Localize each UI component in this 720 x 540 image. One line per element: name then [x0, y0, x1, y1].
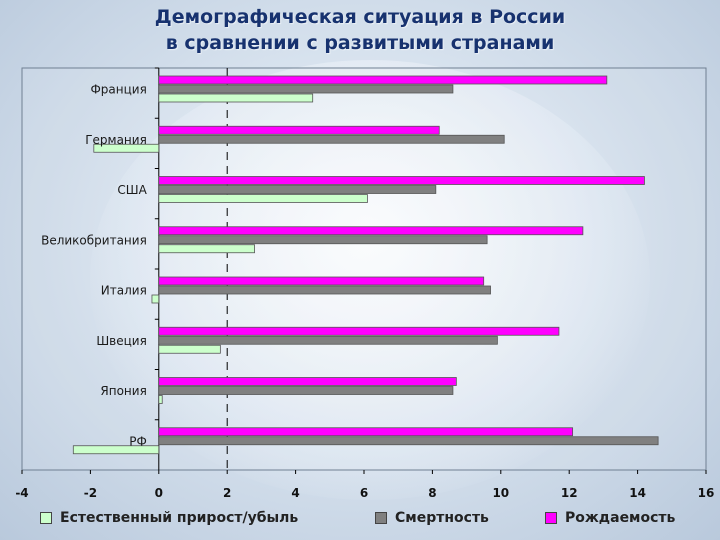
bar [158, 134, 505, 144]
x-tick-label: 16 [698, 486, 715, 500]
legend-swatch-mortality [375, 512, 387, 524]
bar [93, 143, 160, 153]
x-tick-label: -2 [84, 486, 97, 500]
x-tick-label: 0 [155, 486, 163, 500]
chart-legend: Естественный прирост/убыль Смертность Ро… [0, 508, 720, 528]
bar [158, 226, 584, 236]
category-label: Италия [101, 284, 147, 298]
category-label: РФ [129, 434, 147, 448]
category-label: Франция [90, 83, 146, 97]
bar [151, 294, 160, 304]
category-label: Великобритания [41, 233, 147, 247]
bar-chart: Франция Германия США Великобритания Италия Шв… [15, 67, 715, 500]
bar [158, 194, 368, 203]
x-tick-label: 6 [360, 486, 368, 500]
bar [158, 386, 454, 395]
legend-item-mortality: Смертность [375, 508, 489, 528]
x-tick-label: 10 [492, 486, 509, 500]
x-tick-label: 12 [561, 486, 578, 500]
title-line-2: в сравнении с развитыми странами [165, 32, 555, 54]
x-tick-label: 8 [428, 486, 436, 500]
category-label: Швеция [96, 334, 146, 348]
legend-swatch-growth [40, 512, 52, 524]
category-label: Япония [100, 384, 146, 398]
bar [158, 84, 454, 94]
bar [158, 285, 491, 295]
legend-label-mortality: Смертность [395, 510, 489, 526]
legend-label-growth: Естественный прирост/убыль [60, 510, 299, 526]
bar [158, 244, 255, 254]
category-label: США [117, 183, 147, 197]
bar [158, 335, 498, 345]
bar [158, 75, 608, 85]
legend-swatch-birth [545, 512, 557, 524]
x-tick-label: 4 [291, 486, 299, 500]
bar [158, 377, 457, 386]
x-tick-label: -4 [15, 486, 28, 500]
title-line-1: Демографическая ситуация в России [154, 6, 566, 28]
x-tick-label: 14 [629, 486, 646, 500]
bar [158, 93, 314, 103]
bar [158, 276, 485, 286]
bar [158, 344, 221, 354]
bar [158, 395, 163, 404]
x-tick-label: 2 [223, 486, 231, 500]
legend-item-birth: Рождаемость [545, 508, 675, 528]
bar [158, 326, 560, 336]
legend-item-growth: Естественный прирост/убыль [40, 508, 298, 528]
chart-title: Демографическая ситуация в России в срав… [0, 4, 720, 56]
bar [72, 445, 160, 455]
bar [158, 427, 574, 437]
bar [158, 185, 437, 194]
bar [158, 436, 659, 446]
bar [158, 125, 440, 135]
legend-label-birth: Рождаемость [565, 510, 676, 526]
bar [158, 176, 645, 185]
bar [158, 235, 488, 245]
category-label: Германия [85, 133, 147, 147]
